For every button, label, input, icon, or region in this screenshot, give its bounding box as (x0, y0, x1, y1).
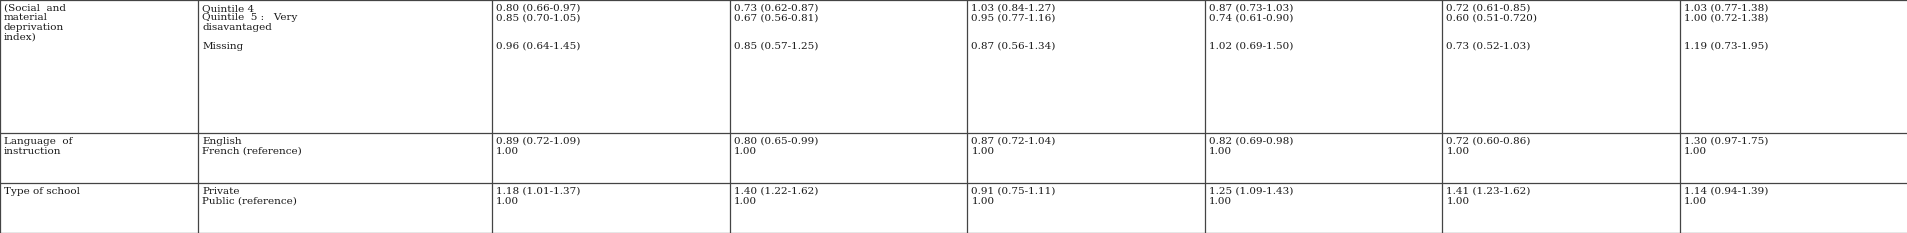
Text: 1.00: 1.00 (1446, 147, 1468, 155)
Text: Private: Private (202, 187, 240, 196)
Text: 1.00: 1.00 (496, 147, 519, 155)
Text: 0.87 (0.72-1.04): 0.87 (0.72-1.04) (971, 137, 1055, 146)
Text: deprivation: deprivation (4, 23, 65, 32)
Text: 1.00: 1.00 (496, 196, 519, 206)
Text: material: material (4, 14, 48, 23)
Text: 0.85 (0.70-1.05): 0.85 (0.70-1.05) (496, 14, 580, 23)
Text: 1.25 (1.09-1.43): 1.25 (1.09-1.43) (1209, 187, 1293, 196)
Text: 0.73 (0.62-0.87): 0.73 (0.62-0.87) (734, 4, 818, 13)
Text: 1.00: 1.00 (1209, 147, 1232, 155)
Text: 0.89 (0.72-1.09): 0.89 (0.72-1.09) (496, 137, 580, 146)
Text: 0.74 (0.61-0.90): 0.74 (0.61-0.90) (1209, 14, 1293, 23)
Text: 1.00: 1.00 (971, 196, 994, 206)
Text: 0.85 (0.57-1.25): 0.85 (0.57-1.25) (734, 42, 818, 51)
Text: 0.72 (0.61-0.85): 0.72 (0.61-0.85) (1446, 4, 1529, 13)
Text: Missing: Missing (202, 42, 244, 51)
Text: 1.00: 1.00 (734, 147, 757, 155)
Text: 0.80 (0.65-0.99): 0.80 (0.65-0.99) (734, 137, 818, 146)
Text: 0.87 (0.73-1.03): 0.87 (0.73-1.03) (1209, 4, 1293, 13)
Text: 1.00: 1.00 (1446, 196, 1468, 206)
Text: 0.82 (0.69-0.98): 0.82 (0.69-0.98) (1209, 137, 1293, 146)
Text: Quintile  5 :   Very: Quintile 5 : Very (202, 14, 297, 23)
Text: 1.41 (1.23-1.62): 1.41 (1.23-1.62) (1446, 187, 1529, 196)
Text: 1.00: 1.00 (1684, 196, 1707, 206)
Text: instruction: instruction (4, 147, 61, 155)
Text: 0.91 (0.75-1.11): 0.91 (0.75-1.11) (971, 187, 1055, 196)
Text: 0.95 (0.77-1.16): 0.95 (0.77-1.16) (971, 14, 1055, 23)
Text: 0.67 (0.56-0.81): 0.67 (0.56-0.81) (734, 14, 818, 23)
Text: Quintile 4: Quintile 4 (202, 4, 254, 13)
Text: 1.40 (1.22-1.62): 1.40 (1.22-1.62) (734, 187, 818, 196)
Text: Language  of: Language of (4, 137, 72, 146)
Text: 1.03 (0.77-1.38): 1.03 (0.77-1.38) (1684, 4, 1768, 13)
Text: 0.87 (0.56-1.34): 0.87 (0.56-1.34) (971, 42, 1055, 51)
Text: English: English (202, 137, 242, 146)
Text: French (reference): French (reference) (202, 147, 301, 155)
Text: 0.72 (0.60-0.86): 0.72 (0.60-0.86) (1446, 137, 1529, 146)
Text: Type of school: Type of school (4, 187, 80, 196)
Text: 1.00: 1.00 (1209, 196, 1232, 206)
Text: (Social  and: (Social and (4, 4, 67, 13)
Text: 1.00 (0.72-1.38): 1.00 (0.72-1.38) (1684, 14, 1768, 23)
Text: disavantaged: disavantaged (202, 23, 273, 32)
Text: 1.00: 1.00 (971, 147, 994, 155)
Text: 1.19 (0.73-1.95): 1.19 (0.73-1.95) (1684, 42, 1768, 51)
Text: 0.73 (0.52-1.03): 0.73 (0.52-1.03) (1446, 42, 1529, 51)
Text: index): index) (4, 32, 36, 41)
Text: 1.14 (0.94-1.39): 1.14 (0.94-1.39) (1684, 187, 1768, 196)
Text: 1.00: 1.00 (1684, 147, 1707, 155)
Text: 0.96 (0.64-1.45): 0.96 (0.64-1.45) (496, 42, 580, 51)
Text: 1.03 (0.84-1.27): 1.03 (0.84-1.27) (971, 4, 1055, 13)
Text: 1.02 (0.69-1.50): 1.02 (0.69-1.50) (1209, 42, 1293, 51)
Text: 0.60 (0.51-0.720): 0.60 (0.51-0.720) (1446, 14, 1537, 23)
Text: Public (reference): Public (reference) (202, 196, 297, 206)
Text: 0.80 (0.66-0.97): 0.80 (0.66-0.97) (496, 4, 580, 13)
Text: 1.00: 1.00 (734, 196, 757, 206)
Text: 1.18 (1.01-1.37): 1.18 (1.01-1.37) (496, 187, 580, 196)
Text: 1.30 (0.97-1.75): 1.30 (0.97-1.75) (1684, 137, 1768, 146)
